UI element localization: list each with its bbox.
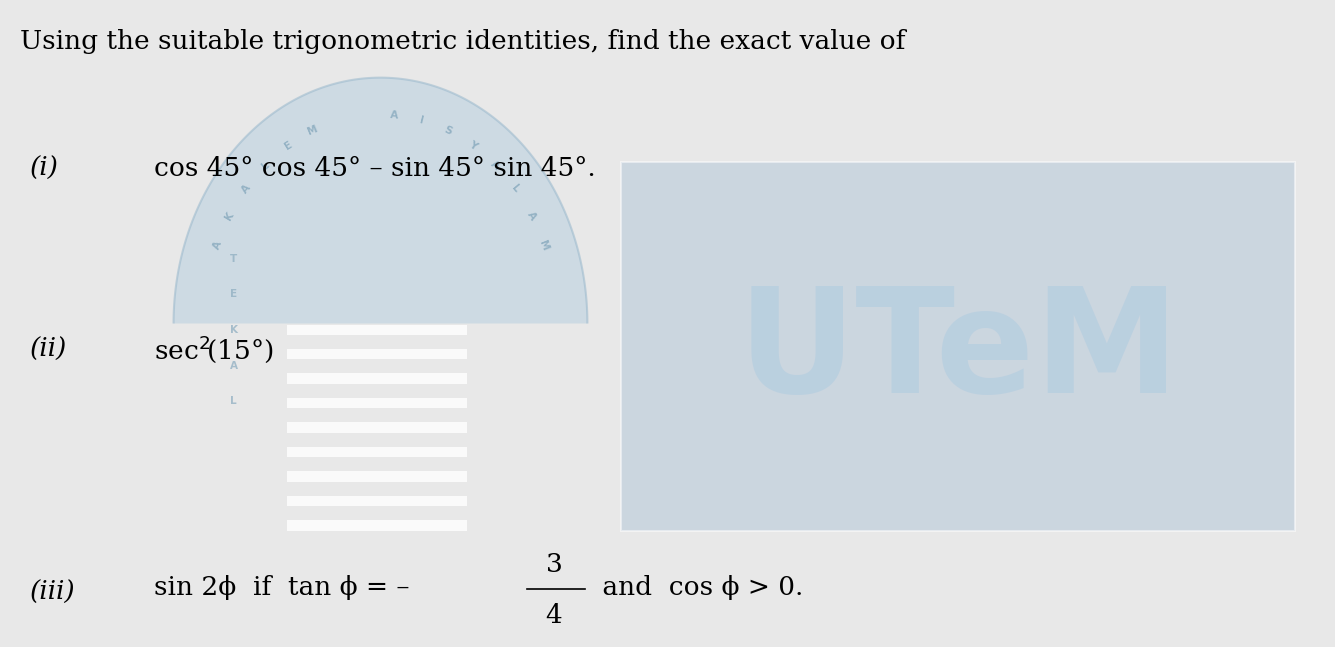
Text: A: A bbox=[489, 159, 502, 171]
Text: A: A bbox=[390, 110, 399, 120]
Bar bbox=[621, 162, 1295, 531]
Text: E: E bbox=[282, 140, 294, 152]
Text: A: A bbox=[239, 182, 252, 195]
Bar bbox=[287, 349, 467, 360]
Bar bbox=[287, 496, 467, 506]
Text: Y: Y bbox=[467, 140, 479, 152]
Text: T: T bbox=[230, 254, 238, 264]
Text: A: A bbox=[230, 360, 238, 371]
Text: M: M bbox=[306, 124, 319, 137]
Text: UTeM: UTeM bbox=[737, 282, 1180, 423]
Bar bbox=[287, 325, 467, 335]
Bar bbox=[287, 520, 467, 531]
Bar bbox=[287, 447, 467, 457]
Text: A: A bbox=[525, 210, 538, 222]
Text: cos 45° cos 45° – sin 45° sin 45°.: cos 45° cos 45° – sin 45° sin 45°. bbox=[154, 156, 595, 181]
Text: K: K bbox=[230, 325, 238, 335]
Text: L: L bbox=[231, 396, 236, 406]
Text: I: I bbox=[419, 115, 425, 126]
Text: M: M bbox=[537, 239, 550, 252]
Text: L: L bbox=[260, 159, 271, 171]
Text: (ii): (ii) bbox=[29, 337, 67, 362]
Text: (i): (i) bbox=[29, 156, 59, 181]
Bar bbox=[287, 422, 467, 433]
Text: 3: 3 bbox=[546, 552, 562, 576]
Text: K: K bbox=[223, 210, 236, 222]
Text: (iii): (iii) bbox=[29, 580, 75, 604]
Text: Using the suitable trigonometric identities, find the exact value of: Using the suitable trigonometric identit… bbox=[20, 29, 905, 54]
Text: L: L bbox=[509, 183, 521, 195]
Bar bbox=[287, 471, 467, 481]
Bar bbox=[287, 398, 467, 408]
Text: sin 2ϕ  if  tan ϕ = –: sin 2ϕ if tan ϕ = – bbox=[154, 575, 409, 600]
Text: E: E bbox=[230, 289, 238, 300]
PathPatch shape bbox=[174, 78, 587, 324]
Text: and  cos ϕ > 0.: and cos ϕ > 0. bbox=[594, 575, 804, 600]
Text: S: S bbox=[443, 125, 454, 137]
Text: sec$^2\!$(15°): sec$^2\!$(15°) bbox=[154, 334, 274, 365]
Text: A: A bbox=[211, 239, 223, 251]
Text: 4: 4 bbox=[546, 604, 562, 628]
Bar bbox=[287, 373, 467, 384]
